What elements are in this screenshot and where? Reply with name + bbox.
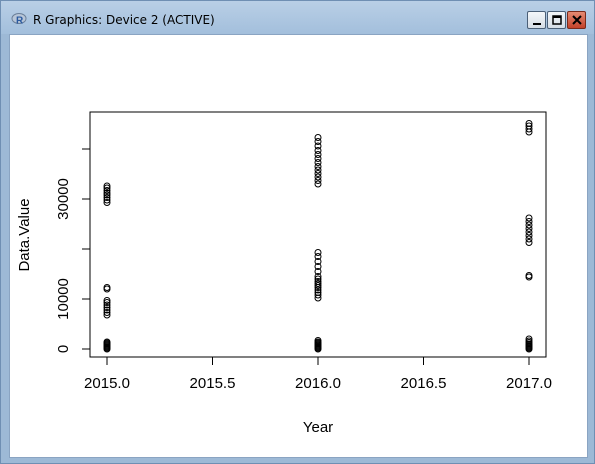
y-tick-label: 30000 bbox=[55, 178, 72, 220]
data-point bbox=[525, 232, 533, 239]
data-point bbox=[314, 253, 322, 260]
data-point bbox=[314, 180, 322, 188]
data-point bbox=[103, 199, 111, 206]
data-point bbox=[525, 122, 533, 130]
data-point bbox=[525, 235, 533, 243]
data-point bbox=[103, 311, 111, 319]
svg-text:R: R bbox=[16, 16, 24, 27]
data-point bbox=[103, 338, 111, 346]
data-point bbox=[314, 134, 322, 141]
close-button[interactable] bbox=[567, 11, 586, 29]
window-title: R Graphics: Device 2 (ACTIVE) bbox=[33, 13, 215, 27]
data-point bbox=[314, 278, 322, 285]
data-point bbox=[103, 187, 111, 194]
data-point bbox=[103, 309, 111, 316]
x-axis: 2015.0 2015.5 2016.0 2016.5 2017.0 bbox=[84, 356, 552, 392]
data-point bbox=[314, 170, 322, 177]
data-point bbox=[314, 258, 322, 265]
data-point bbox=[314, 291, 322, 299]
x-axis-label: Year bbox=[303, 419, 333, 436]
data-point bbox=[314, 142, 322, 150]
y-tick-label: 10000 bbox=[55, 278, 72, 320]
x-tick-label: 2016.5 bbox=[401, 375, 447, 392]
data-point bbox=[525, 214, 533, 222]
data-point bbox=[314, 275, 322, 283]
data-point bbox=[103, 189, 111, 197]
data-point bbox=[314, 138, 322, 145]
data-point bbox=[314, 337, 322, 344]
data-point bbox=[525, 239, 533, 246]
maximize-icon bbox=[552, 15, 562, 25]
minimize-icon bbox=[533, 23, 541, 25]
data-point bbox=[314, 289, 322, 296]
data-point bbox=[314, 166, 322, 174]
data-point bbox=[103, 301, 111, 309]
x-tick-label: 2015.0 bbox=[84, 375, 130, 392]
title-bar[interactable]: R R Graphics: Device 2 (ACTIVE) bbox=[1, 1, 594, 34]
maximize-button[interactable] bbox=[547, 11, 566, 29]
data-point bbox=[525, 225, 533, 232]
plot-canvas: 2015.0 2015.5 2016.0 2016.5 2017.0 0 10000 300… bbox=[9, 34, 588, 458]
data-point bbox=[103, 196, 111, 204]
data-points bbox=[103, 120, 533, 353]
data-point bbox=[314, 280, 322, 287]
data-point bbox=[525, 221, 533, 229]
data-point bbox=[525, 335, 533, 343]
data-point bbox=[314, 268, 322, 275]
data-point bbox=[525, 272, 533, 279]
x-tick-label: 2016.0 bbox=[295, 375, 341, 392]
y-axis-label: Data.Value bbox=[16, 198, 33, 271]
data-point bbox=[314, 173, 322, 181]
data-point bbox=[103, 194, 111, 201]
data-point bbox=[525, 337, 533, 345]
data-point bbox=[103, 297, 111, 304]
r-logo-icon: R bbox=[11, 13, 27, 27]
y-tick-label: 0 bbox=[55, 345, 72, 353]
data-point bbox=[314, 159, 322, 166]
data-point bbox=[314, 273, 322, 280]
data-point bbox=[314, 155, 322, 162]
data-point bbox=[103, 284, 111, 291]
data-point bbox=[103, 191, 111, 199]
scatter-plot: 2015.0 2015.5 2016.0 2016.5 2017.0 0 10000 300… bbox=[16, 111, 552, 436]
close-icon bbox=[572, 15, 582, 25]
data-point bbox=[314, 147, 322, 154]
y-axis: 0 10000 30000 bbox=[55, 148, 91, 353]
data-point bbox=[525, 120, 533, 127]
data-point bbox=[103, 306, 111, 314]
x-tick-label: 2015.5 bbox=[190, 375, 236, 392]
data-point bbox=[314, 151, 322, 158]
data-point bbox=[314, 177, 322, 184]
data-point bbox=[314, 163, 322, 170]
data-point bbox=[525, 218, 533, 225]
minimize-button[interactable] bbox=[527, 11, 546, 29]
data-point bbox=[314, 263, 322, 270]
data-point bbox=[525, 228, 533, 236]
data-point bbox=[103, 184, 111, 192]
data-point bbox=[103, 304, 111, 311]
data-point bbox=[314, 249, 322, 256]
data-point bbox=[103, 182, 111, 190]
data-point bbox=[103, 299, 111, 306]
x-tick-label: 2017.0 bbox=[506, 375, 552, 392]
